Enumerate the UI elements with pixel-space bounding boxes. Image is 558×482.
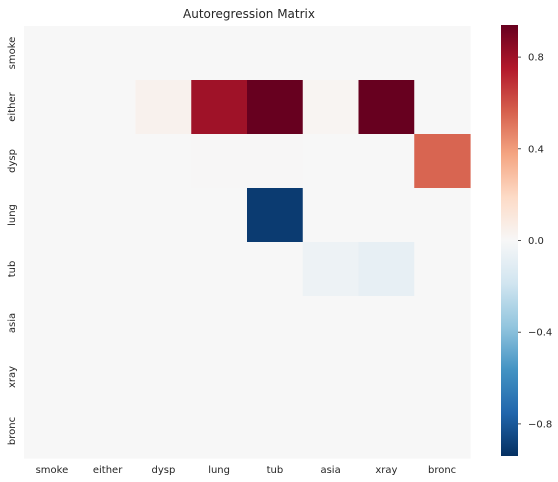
heatmap-cell-lung-asia	[302, 188, 360, 243]
row-label-bronc: bronc	[7, 417, 18, 445]
heatmap-cell-asia-dysp	[135, 296, 192, 351]
heatmap-cell-smoke-lung	[191, 26, 248, 81]
heatmap-cell-smoke-smoke	[24, 26, 81, 81]
heatmap-cell-asia-asia	[302, 296, 360, 351]
heatmap-cell-either-tub	[247, 80, 304, 135]
heatmap-cell-smoke-asia	[302, 26, 360, 81]
heatmap-cell-xray-xray	[358, 350, 415, 405]
column-label-xray: xray	[375, 465, 397, 476]
colorbar-tick-label: −0.8	[528, 419, 552, 430]
heatmap-cell-lung-either	[79, 188, 137, 243]
heatmap-cell-bronc-either	[79, 404, 137, 459]
heatmap-cell-xray-lung	[191, 350, 248, 405]
heatmap-cell-bronc-smoke	[24, 404, 81, 459]
heatmap-cell-xray-tub	[247, 350, 304, 405]
colorbar-tick-label: 0.4	[528, 144, 544, 155]
row-label-asia: asia	[7, 313, 18, 333]
heatmap-cell-tub-bronc	[414, 242, 471, 297]
heatmap-cell-tub-dysp	[135, 242, 192, 297]
heatmap-cell-dysp-bronc	[414, 134, 471, 189]
column-label-dysp: dysp	[151, 465, 175, 476]
heatmap-cell-xray-either	[79, 350, 137, 405]
heatmap-cell-bronc-lung	[191, 404, 248, 459]
column-label-bronc: bronc	[428, 465, 456, 476]
heatmap-cell-lung-xray	[358, 188, 415, 243]
heatmap-cell-asia-tub	[247, 296, 304, 351]
heatmap-cell-dysp-either	[79, 134, 137, 189]
heatmap-cells	[24, 26, 471, 459]
heatmap-cell-either-dysp	[135, 80, 192, 135]
heatmap-cell-dysp-tub	[247, 134, 304, 189]
heatmap-cell-asia-lung	[191, 296, 248, 351]
heatmap-cell-tub-asia	[302, 242, 360, 297]
heatmap-cell-xray-bronc	[414, 350, 471, 405]
column-label-lung: lung	[208, 465, 230, 476]
column-labels: smoke either dysp lung tub asia xray bronc	[36, 465, 457, 476]
row-label-either: either	[7, 91, 18, 121]
heatmap-cell-xray-asia	[302, 350, 360, 405]
heatmap-cell-either-bronc	[414, 80, 471, 135]
heatmap-cell-bronc-dysp	[135, 404, 192, 459]
heatmap-cell-bronc-bronc	[414, 404, 471, 459]
heatmap-cell-tub-either	[79, 242, 137, 297]
heatmap-cell-lung-dysp	[135, 188, 192, 243]
chart-title: Autoregression Matrix	[183, 7, 315, 21]
heatmap-cell-asia-bronc	[414, 296, 471, 351]
heatmap-cell-dysp-xray	[358, 134, 415, 189]
column-label-asia: asia	[320, 465, 340, 476]
heatmap-cell-either-asia	[302, 80, 360, 135]
column-label-tub: tub	[267, 465, 284, 476]
heatmap-cell-smoke-either	[79, 26, 137, 81]
heatmap-cell-tub-tub	[247, 242, 304, 297]
heatmap-cell-bronc-asia	[302, 404, 360, 459]
column-label-either: either	[93, 465, 123, 476]
heatmap-cell-tub-smoke	[24, 242, 81, 297]
colorbar-tick-label: 0.0	[528, 236, 544, 247]
heatmap-cell-lung-bronc	[414, 188, 471, 243]
heatmap-cell-tub-xray	[358, 242, 415, 297]
colorbar-tick-label: 0.8	[528, 53, 544, 64]
colorbar-ticks: 0.8 0.4 0.0 −0.4 −0.8	[518, 53, 552, 430]
heatmap-cell-smoke-bronc	[414, 26, 471, 81]
heatmap-cell-asia-either	[79, 296, 137, 351]
heatmap-cell-either-xray	[358, 80, 415, 135]
heatmap-cell-dysp-asia	[302, 134, 360, 189]
heatmap-cell-lung-smoke	[24, 188, 81, 243]
heatmap-cell-bronc-tub	[247, 404, 304, 459]
heatmap-cell-xray-smoke	[24, 350, 81, 405]
heatmap-cell-either-smoke	[24, 80, 81, 135]
heatmap-cell-smoke-tub	[247, 26, 304, 81]
heatmap-cell-lung-tub	[247, 188, 304, 243]
row-label-dysp: dysp	[7, 149, 18, 173]
row-label-smoke: smoke	[7, 37, 18, 70]
row-label-xray: xray	[7, 366, 18, 388]
heatmap-cell-smoke-dysp	[135, 26, 192, 81]
row-label-lung: lung	[7, 204, 18, 226]
colorbar	[501, 25, 518, 456]
column-label-smoke: smoke	[36, 465, 69, 476]
row-label-tub: tub	[7, 261, 18, 278]
heatmap-cell-either-either	[79, 80, 137, 135]
heatmap-cell-dysp-smoke	[24, 134, 81, 189]
heatmap-cell-lung-lung	[191, 188, 248, 243]
heatmap-cell-asia-xray	[358, 296, 415, 351]
colorbar-tick-label: −0.4	[528, 328, 552, 339]
heatmap-cell-bronc-xray	[358, 404, 415, 459]
heatmap-cell-xray-dysp	[135, 350, 192, 405]
heatmap-cell-either-lung	[191, 80, 248, 135]
heatmap-cell-smoke-xray	[358, 26, 415, 81]
heatmap-cell-dysp-dysp	[135, 134, 192, 189]
heatmap-cell-dysp-lung	[191, 134, 248, 189]
heatmap-cell-asia-smoke	[24, 296, 81, 351]
row-labels: smoke either dysp lung tub asia xray bronc	[7, 37, 18, 445]
heatmap-cell-tub-lung	[191, 242, 248, 297]
